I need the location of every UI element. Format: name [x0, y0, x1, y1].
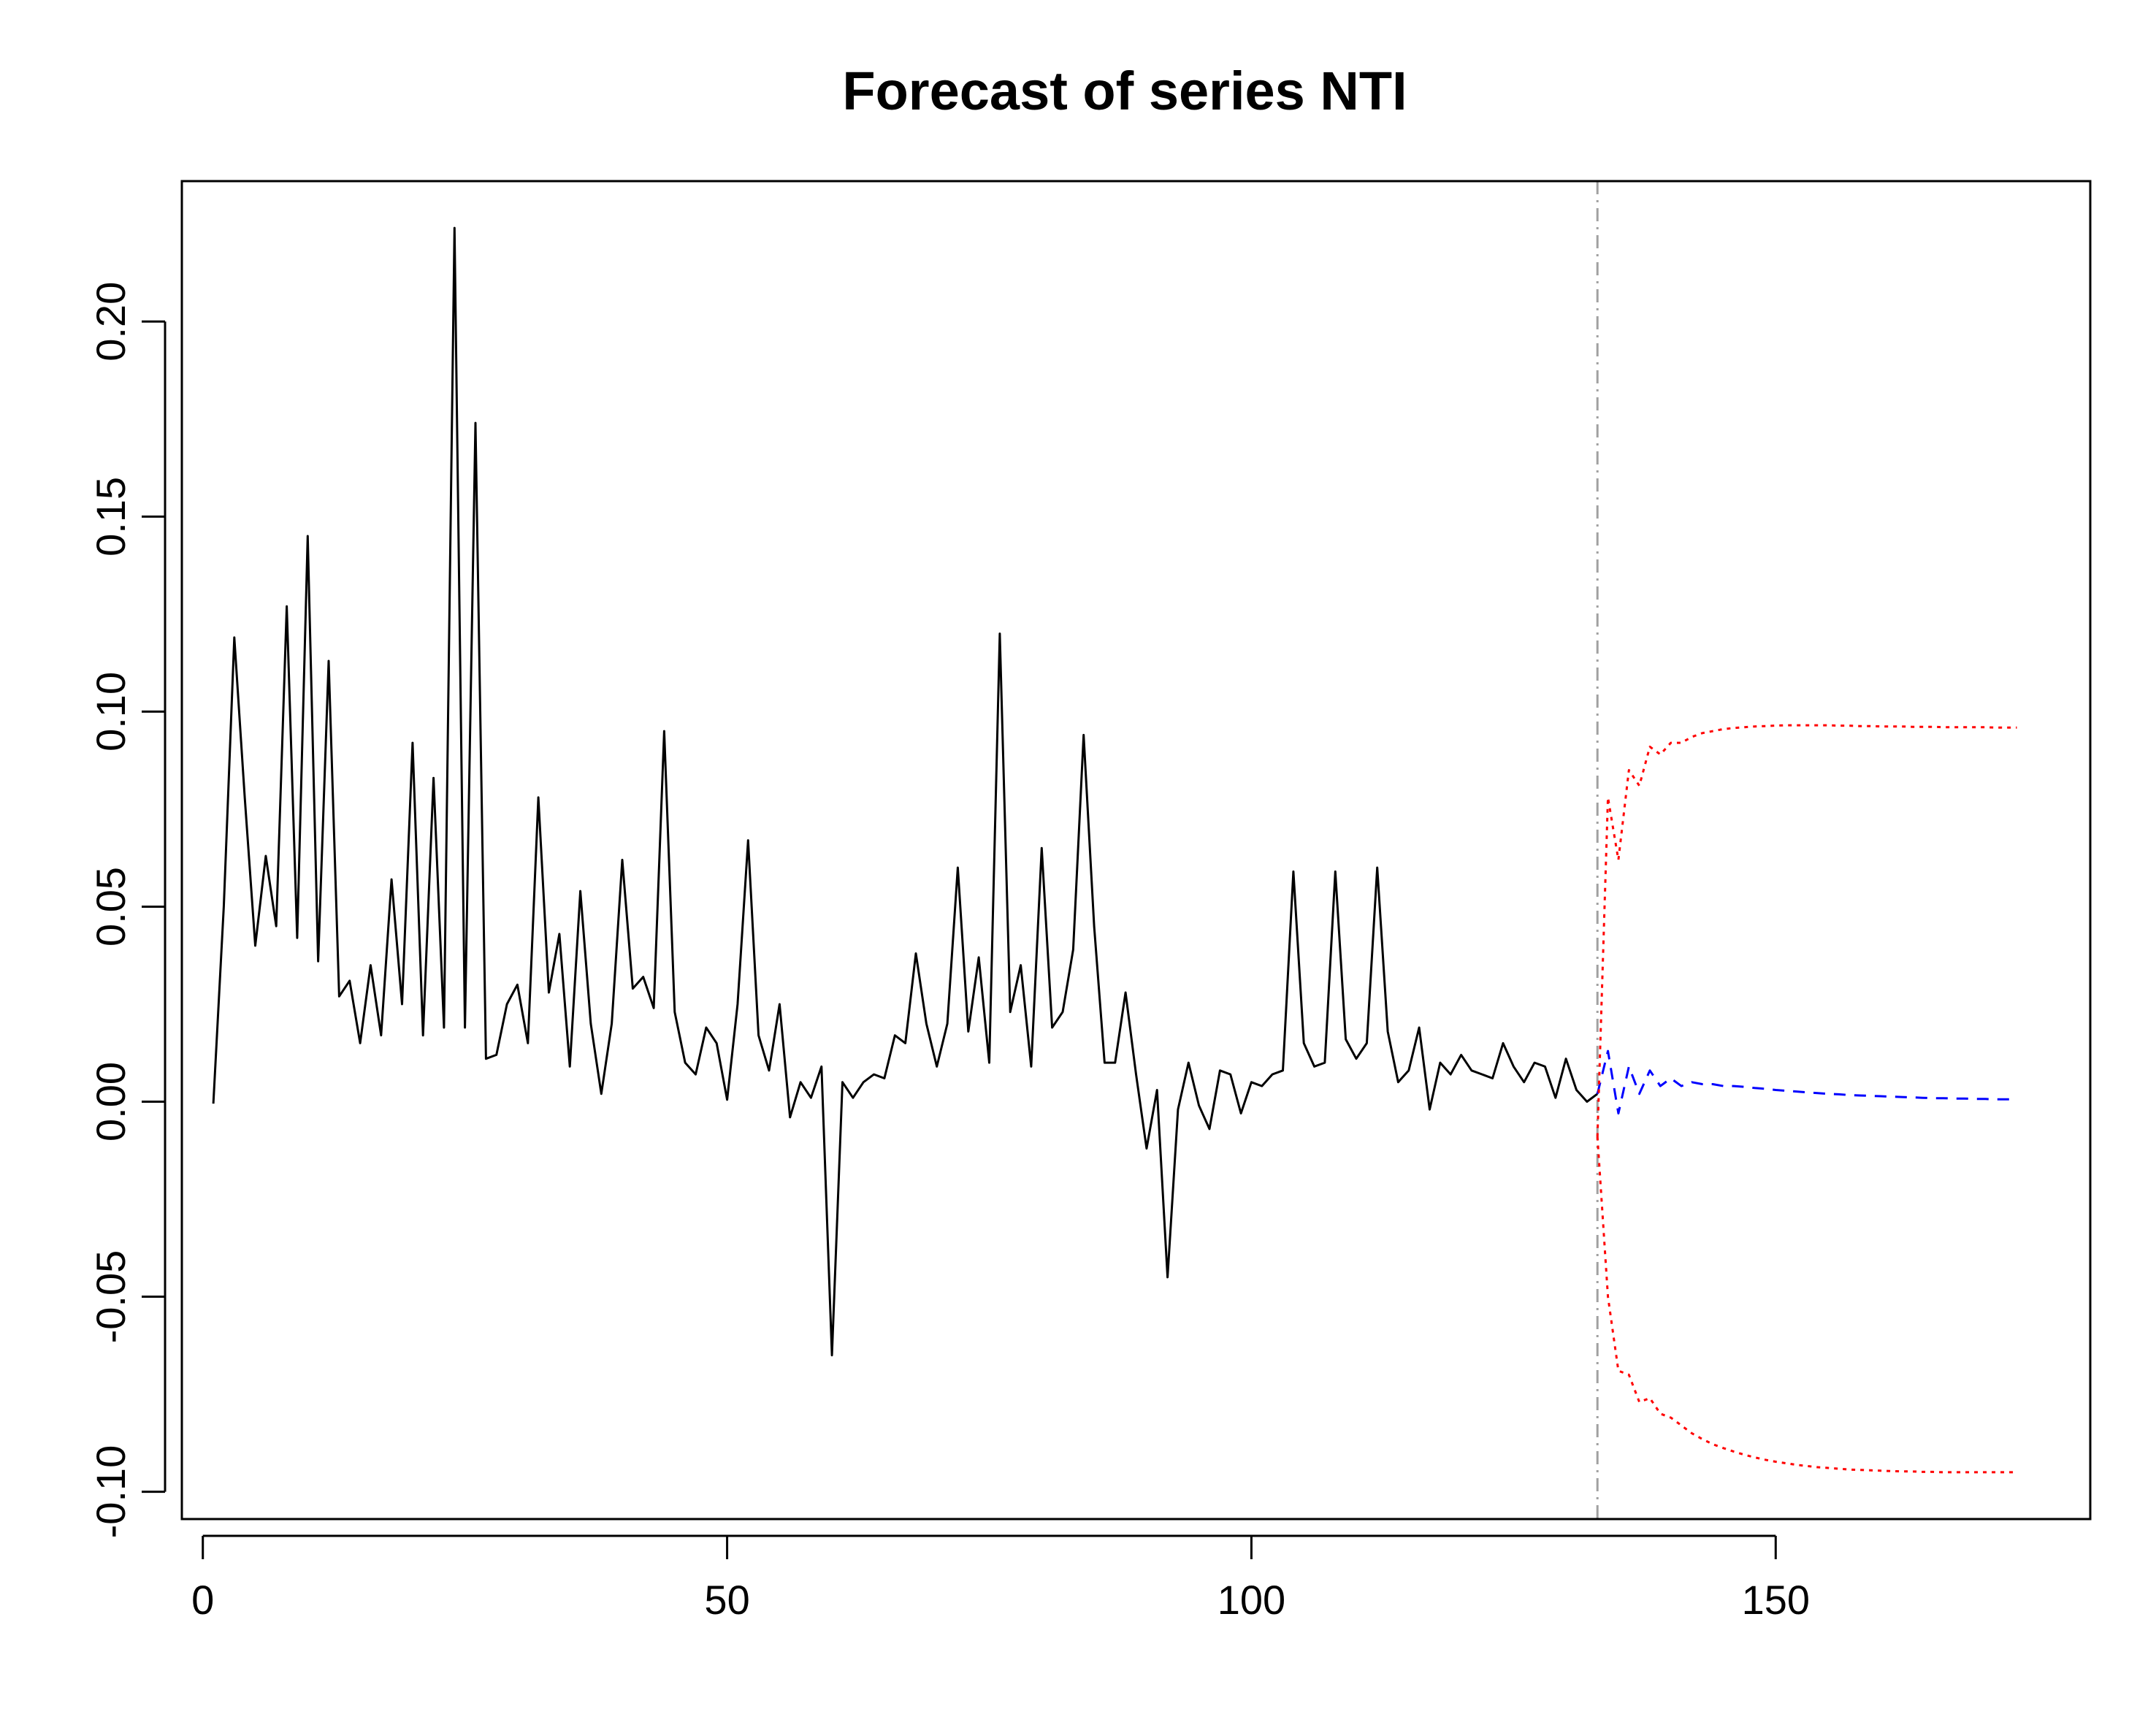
- y-tick-label: 0.05: [88, 867, 134, 946]
- y-tick-label: 0.20: [88, 282, 134, 362]
- plot-frame: [180, 180, 2092, 1521]
- y-tick-label: 0.15: [88, 477, 134, 556]
- y-tick-label: -0.05: [88, 1250, 134, 1344]
- x-tick-label: 150: [1742, 1577, 1810, 1623]
- x-tick-label: 0: [191, 1577, 214, 1623]
- chart-title: Forecast of series NTI: [842, 61, 1407, 121]
- x-tick-label: 50: [704, 1577, 749, 1623]
- observed-series-line: [212, 226, 1599, 1357]
- x-tick-label: 100: [1217, 1577, 1285, 1623]
- upper-bound-line: [1596, 724, 2017, 1137]
- lower-bound-line: [1596, 1136, 2017, 1474]
- y-tick-label: -0.10: [88, 1445, 134, 1539]
- y-tick-label: 0.00: [88, 1062, 134, 1141]
- forecast-series-line: [1596, 1049, 2017, 1114]
- chart-marks: 0 50 100 150 -0.10 -0.05 0.00 0.05 0.10 0.15 0.20: [88, 181, 2017, 1623]
- y-tick-label: 0.10: [88, 672, 134, 751]
